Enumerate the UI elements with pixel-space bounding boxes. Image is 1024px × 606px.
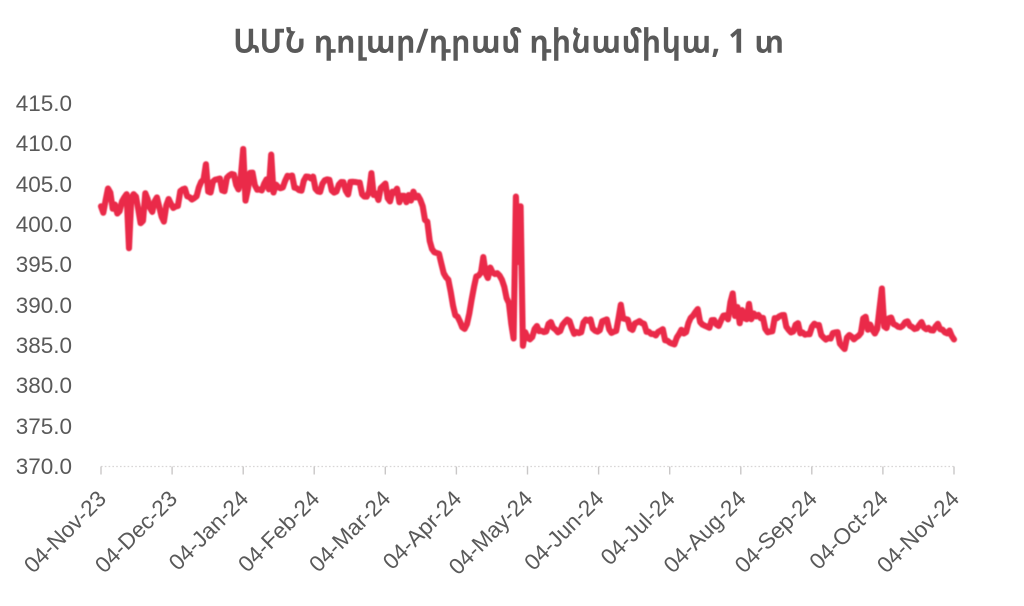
svg-text:410.0: 410.0 [16,131,72,156]
svg-text:395.0: 395.0 [16,252,72,277]
svg-text:390.0: 390.0 [16,293,72,318]
svg-text:400.0: 400.0 [16,212,72,237]
svg-text:385.0: 385.0 [16,333,72,358]
svg-text:405.0: 405.0 [16,172,72,197]
svg-text:375.0: 375.0 [16,414,72,439]
svg-text:415.0: 415.0 [16,91,72,116]
svg-text:370.0: 370.0 [16,454,72,479]
svg-text:380.0: 380.0 [16,373,72,398]
